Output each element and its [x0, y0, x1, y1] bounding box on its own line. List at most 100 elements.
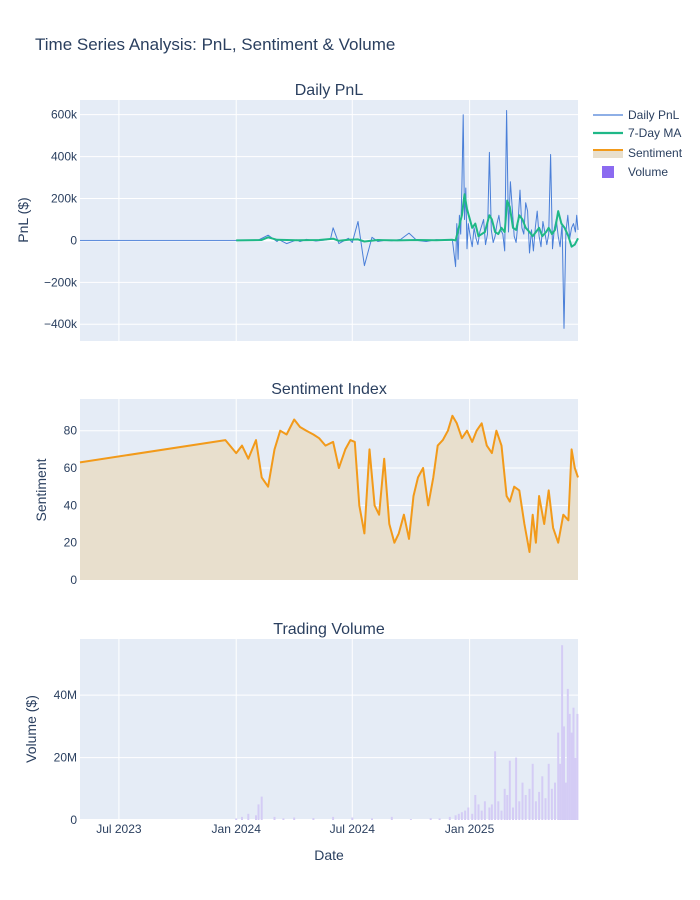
pnl-panel: −400k −200k 0 200k 400k 600k Daily PnL PnL ($…: [15, 82, 579, 341]
volume-bar: [508, 760, 511, 820]
volume-bar: [572, 707, 575, 820]
y-tick-label: 600k: [51, 108, 78, 122]
volume-bar: [293, 817, 296, 820]
volume-panel: 0 20M 40M Trading Volume Volume ($): [23, 621, 579, 827]
volume-bar: [448, 816, 451, 820]
y-tick-label: −200k: [44, 275, 78, 289]
volume-bar: [477, 804, 480, 820]
volume-bar: [457, 813, 460, 820]
volume-bar: [570, 732, 573, 820]
volume-bar: [557, 732, 560, 820]
volume-bar: [521, 782, 524, 820]
y-tick-label: 20: [64, 536, 78, 550]
volume-bar: [247, 813, 250, 820]
volume-bar: [524, 795, 527, 820]
volume-bar: [241, 816, 243, 820]
volume-bar: [554, 782, 556, 820]
volume-bar: [568, 713, 571, 820]
sentiment-panel-title: Sentiment Index: [271, 381, 387, 398]
legend-item-sentiment[interactable]: Sentiment: [593, 146, 683, 160]
x-tick-label-jan-2024: Jan 2024: [212, 822, 262, 836]
volume-bar: [351, 817, 354, 820]
legend-item-volume[interactable]: Volume: [602, 165, 668, 179]
volume-bar: [488, 807, 491, 820]
volume-bar: [531, 763, 534, 820]
legend-swatch-volume: [602, 166, 614, 178]
pnl-series: [80, 110, 579, 329]
volume-bar: [464, 810, 467, 820]
legend-label-7-day-ma: 7-Day MA: [628, 126, 681, 140]
volume-panel-title: Trading Volume: [273, 621, 385, 638]
sentiment-area-fill: [80, 415, 578, 580]
x-axis-ticks: Jul 2023 Jan 2024 Jul 2024 Jan 2025: [96, 822, 494, 836]
volume-bar: [503, 788, 506, 820]
volume-bar: [550, 788, 553, 820]
volume-bar: [574, 757, 577, 820]
y-tick-label: 0: [70, 813, 77, 827]
volume-bar: [541, 776, 544, 820]
legend-item-daily-pnl[interactable]: Daily PnL: [593, 108, 680, 122]
y-tick-label: −400k: [44, 317, 78, 331]
sentiment-y-ticks: 0 20 40 60 80: [64, 424, 78, 587]
pnl-y-axis-label: PnL ($): [15, 197, 31, 242]
volume-bar: [566, 688, 569, 820]
volume-bar: [255, 815, 257, 820]
volume-bar: [474, 795, 477, 820]
volume-bar: [257, 804, 260, 820]
volume-bar: [500, 810, 503, 820]
volume-bar: [332, 816, 335, 820]
legend-swatch-sentiment-fill: [593, 150, 623, 158]
series-line-sentiment: [79, 414, 579, 553]
volume-bar: [534, 801, 537, 820]
sentiment-series: [79, 414, 579, 580]
volume-bar: [547, 763, 550, 820]
volume-bar: [512, 807, 514, 820]
volume-bar: [471, 813, 474, 820]
volume-bar: [564, 782, 567, 820]
volume-y-ticks: 0 20M 40M: [54, 688, 78, 827]
y-tick-label: 20M: [54, 751, 77, 765]
legend-item-7-day-ma[interactable]: 7-Day MA: [593, 126, 681, 140]
volume-plot-area: [80, 639, 578, 820]
volume-bar: [544, 798, 547, 820]
volume-bar: [480, 810, 483, 820]
y-tick-label: 0: [70, 573, 77, 587]
y-tick-label: 200k: [51, 191, 78, 205]
volume-bar: [460, 812, 463, 820]
volume-bar: [563, 726, 565, 820]
legend: Daily PnL 7-Day MA Sentiment Volume: [593, 108, 683, 179]
x-tick-label-jul-2024: Jul 2024: [330, 822, 376, 836]
volume-bar: [467, 807, 470, 820]
x-tick-label-jul-2023: Jul 2023: [96, 822, 142, 836]
volume-bar: [494, 751, 497, 820]
volume-bar: [483, 801, 486, 820]
pnl-y-ticks: −400k −200k 0 200k 400k 600k: [44, 108, 78, 332]
pnl-plot-area: [80, 100, 578, 341]
volume-bar: [409, 819, 412, 820]
volume-bar: [515, 757, 518, 820]
volume-bar: [273, 816, 276, 820]
legend-label-sentiment: Sentiment: [628, 146, 683, 160]
volume-bar: [506, 795, 509, 820]
volume-bar: [559, 763, 562, 820]
volume-bar: [454, 815, 457, 820]
volume-bar: [260, 796, 263, 820]
volume-bar: [576, 713, 579, 820]
sentiment-panel: 0 20 40 60 80 Sentiment Index Sentiment: [33, 381, 579, 587]
volume-y-axis-label: Volume ($): [23, 695, 39, 763]
x-axis-label: Date: [314, 847, 344, 863]
y-tick-label: 0: [70, 233, 77, 247]
y-tick-label: 40M: [54, 688, 77, 702]
sentiment-y-axis-label: Sentiment: [33, 458, 49, 521]
volume-bar: [438, 818, 441, 820]
volume-bar: [390, 816, 393, 820]
figure-title: Time Series Analysis: PnL, Sentiment & V…: [35, 35, 395, 54]
y-tick-label: 80: [64, 424, 78, 438]
x-tick-label-jan-2025: Jan 2025: [445, 822, 495, 836]
pnl-panel-title: Daily PnL: [295, 82, 364, 99]
volume-bar: [235, 818, 238, 820]
volume-bar: [518, 801, 521, 820]
volume-series: [235, 645, 579, 820]
volume-bar: [490, 804, 493, 820]
